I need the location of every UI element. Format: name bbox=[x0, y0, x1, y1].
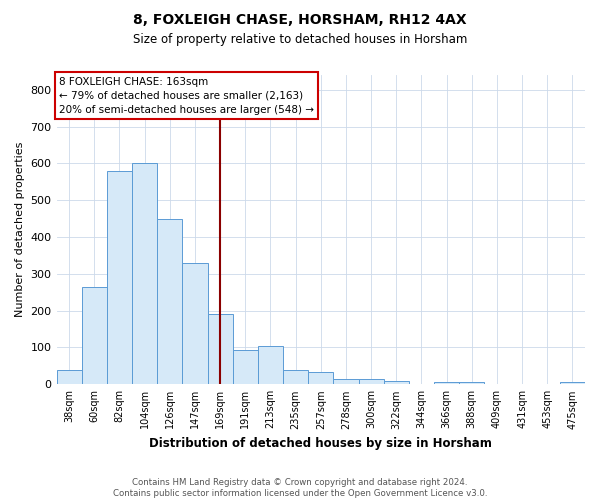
Bar bbox=[459, 382, 484, 384]
Bar bbox=[258, 346, 283, 385]
Bar bbox=[308, 372, 334, 384]
Bar bbox=[157, 218, 182, 384]
Text: Contains HM Land Registry data © Crown copyright and database right 2024.
Contai: Contains HM Land Registry data © Crown c… bbox=[113, 478, 487, 498]
Bar bbox=[383, 380, 409, 384]
Bar bbox=[82, 288, 107, 384]
Bar bbox=[359, 379, 383, 384]
Bar bbox=[107, 170, 132, 384]
Bar bbox=[182, 263, 208, 384]
Bar bbox=[233, 350, 258, 384]
Bar bbox=[56, 370, 82, 384]
Y-axis label: Number of detached properties: Number of detached properties bbox=[15, 142, 25, 318]
Bar bbox=[334, 379, 359, 384]
Text: Size of property relative to detached houses in Horsham: Size of property relative to detached ho… bbox=[133, 32, 467, 46]
Text: 8 FOXLEIGH CHASE: 163sqm
← 79% of detached houses are smaller (2,163)
20% of sem: 8 FOXLEIGH CHASE: 163sqm ← 79% of detach… bbox=[59, 76, 314, 114]
Text: 8, FOXLEIGH CHASE, HORSHAM, RH12 4AX: 8, FOXLEIGH CHASE, HORSHAM, RH12 4AX bbox=[133, 12, 467, 26]
Bar bbox=[132, 164, 157, 384]
X-axis label: Distribution of detached houses by size in Horsham: Distribution of detached houses by size … bbox=[149, 437, 492, 450]
Bar bbox=[434, 382, 459, 384]
Bar bbox=[560, 382, 585, 384]
Bar bbox=[208, 314, 233, 384]
Bar bbox=[283, 370, 308, 384]
